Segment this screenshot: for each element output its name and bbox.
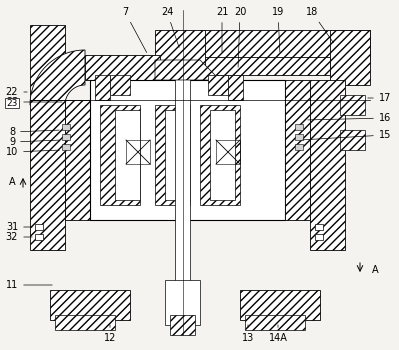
Text: 22: 22 <box>6 87 27 97</box>
Text: 18: 18 <box>306 7 334 43</box>
Bar <box>295 134 303 140</box>
Bar <box>340 95 365 115</box>
Bar <box>208 75 228 95</box>
Bar <box>65 100 90 220</box>
Bar <box>175 60 190 300</box>
Text: 12: 12 <box>104 325 116 343</box>
Text: 20: 20 <box>234 7 246 67</box>
Bar <box>126 140 150 164</box>
Text: 21: 21 <box>216 7 228 52</box>
Bar <box>35 234 43 240</box>
Bar <box>210 110 235 200</box>
Bar <box>165 110 185 200</box>
Bar <box>62 134 70 140</box>
Bar <box>216 140 240 164</box>
Bar <box>295 144 303 150</box>
Bar <box>155 105 190 205</box>
Text: A: A <box>372 265 378 275</box>
Bar <box>295 124 303 130</box>
Polygon shape <box>30 50 85 105</box>
Bar <box>85 55 160 80</box>
Bar <box>245 315 305 330</box>
Bar <box>200 30 370 60</box>
Bar <box>115 110 140 200</box>
Bar <box>155 30 205 80</box>
Bar <box>62 124 70 130</box>
Bar <box>310 80 345 250</box>
Text: 13: 13 <box>242 325 254 343</box>
Bar <box>285 80 310 220</box>
Bar <box>100 105 140 205</box>
Bar <box>315 234 323 240</box>
Bar <box>228 75 243 100</box>
Text: 10: 10 <box>6 147 59 157</box>
Bar <box>200 105 240 205</box>
Text: 9: 9 <box>9 137 59 147</box>
Text: 15: 15 <box>303 130 391 140</box>
Text: 24: 24 <box>161 7 179 47</box>
Text: 23: 23 <box>6 98 18 107</box>
Bar <box>93 81 161 101</box>
Text: 19: 19 <box>272 7 284 52</box>
Text: 23: 23 <box>6 97 62 107</box>
Text: 17: 17 <box>368 93 391 103</box>
Text: 7: 7 <box>122 7 147 52</box>
Bar <box>170 315 195 335</box>
Bar <box>110 75 130 95</box>
Bar <box>200 57 330 75</box>
Text: A: A <box>9 177 15 187</box>
Text: 11: 11 <box>6 280 52 290</box>
Text: 16: 16 <box>308 113 391 123</box>
Bar <box>62 144 70 150</box>
Bar <box>55 315 115 330</box>
Bar <box>90 80 285 220</box>
Text: 31: 31 <box>6 222 32 232</box>
Bar <box>35 224 43 230</box>
Bar <box>315 224 323 230</box>
Bar <box>95 75 110 100</box>
Bar <box>165 280 200 325</box>
Text: 32: 32 <box>6 232 32 242</box>
Bar <box>330 30 370 85</box>
Bar <box>30 25 65 105</box>
Bar <box>50 290 130 320</box>
Bar <box>30 100 65 250</box>
Text: 8: 8 <box>9 127 59 137</box>
Polygon shape <box>155 60 220 80</box>
Bar <box>340 130 365 150</box>
Text: 14A: 14A <box>269 325 287 343</box>
Bar <box>240 290 320 320</box>
